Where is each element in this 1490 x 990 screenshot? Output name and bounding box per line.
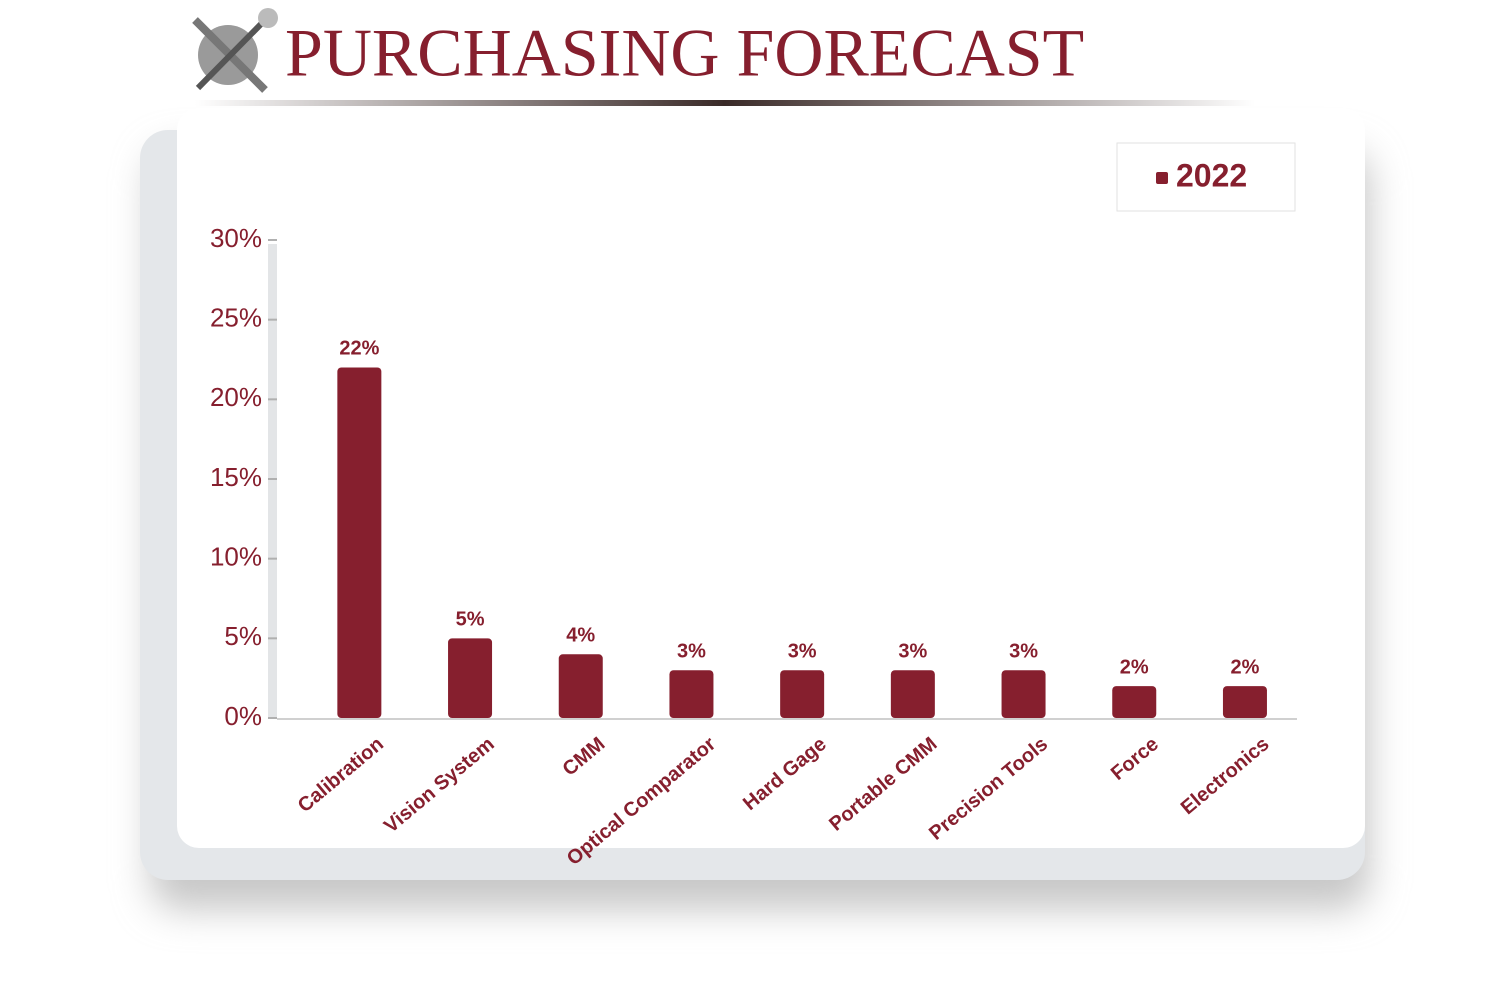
bar — [1222, 686, 1267, 718]
logo-icon — [192, 8, 278, 93]
legend-label: 2022 — [1176, 157, 1247, 193]
bar — [448, 638, 493, 718]
data-label: 3% — [898, 640, 927, 662]
legend-swatch — [1156, 172, 1168, 184]
bar — [669, 670, 714, 718]
data-label: 3% — [788, 640, 817, 662]
title-underline — [195, 100, 1255, 106]
chart-title: PURCHASING FORECAST — [285, 15, 1084, 91]
y-tick-label: 15% — [210, 462, 262, 492]
bar — [1112, 686, 1157, 718]
y-tick-label: 25% — [210, 303, 262, 333]
data-label: 2% — [1120, 656, 1149, 678]
data-label: 3% — [1009, 640, 1038, 662]
y-tick-label: 5% — [224, 621, 262, 651]
bar — [337, 367, 382, 718]
legend-box — [1116, 142, 1296, 212]
y-tick-label: 10% — [210, 542, 262, 572]
data-label: 2% — [1230, 656, 1259, 678]
bar — [558, 654, 603, 718]
bar — [780, 670, 825, 718]
y-axis-band — [268, 244, 277, 718]
y-tick-label: 30% — [210, 223, 262, 253]
bar — [1001, 670, 1046, 718]
bar — [890, 670, 935, 718]
data-label: 4% — [566, 625, 595, 647]
data-label: 22% — [339, 338, 379, 360]
data-label: 3% — [677, 640, 706, 662]
y-tick-label: 0% — [224, 701, 262, 731]
data-label: 5% — [456, 609, 485, 631]
y-tick-label: 20% — [210, 382, 262, 412]
